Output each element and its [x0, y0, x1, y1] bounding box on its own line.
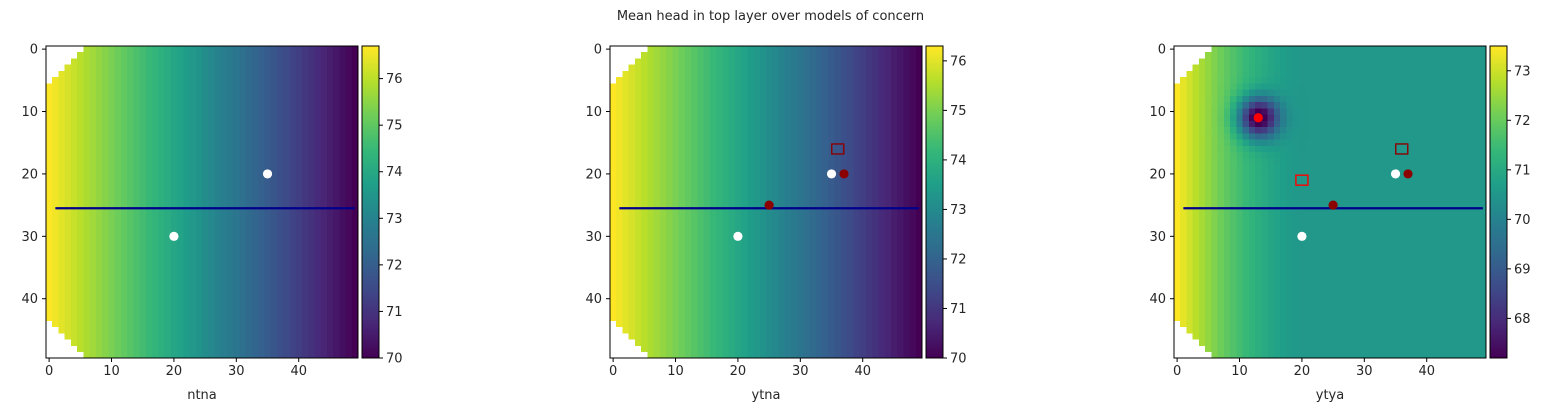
y-tick-label: 30	[585, 230, 602, 245]
point-marker	[1390, 169, 1401, 179]
x-tick-label: 40	[854, 364, 871, 379]
panel-2: 0 10 20 30 40 0 10 20 30 40 ytna 70 71 72 73 74 75 76	[585, 43, 966, 403]
x-tick-label: 30	[792, 364, 809, 379]
point-marker	[826, 169, 837, 179]
colorbar-frame	[925, 45, 944, 359]
point-marker	[839, 169, 849, 179]
heatmap-image	[610, 46, 923, 359]
colorbar	[362, 46, 379, 359]
y-tick-label: 0	[30, 43, 38, 58]
square-marker	[1295, 174, 1309, 186]
colorbar	[1490, 46, 1507, 359]
heatmap-image	[46, 46, 359, 359]
point-marker	[1403, 169, 1413, 179]
y-tick-label: 20	[1149, 167, 1166, 182]
colorbar-tick-label: 74	[386, 165, 403, 180]
y-tick-label: 30	[21, 230, 38, 245]
y-tick-label: 40	[585, 292, 602, 307]
point-marker	[1328, 200, 1338, 210]
colorbar-tick-label: 71	[950, 302, 967, 317]
y-tick-label: 0	[594, 43, 602, 58]
x-tick-label: 30	[1356, 364, 1373, 379]
y-tick-label: 20	[21, 167, 38, 182]
panel-1: 0 10 20 30 40 0 10 20 30 40 ntna 70 71 72 73 74 75 76	[21, 43, 402, 403]
x-tick-label: 10	[667, 364, 684, 379]
point-marker	[1253, 113, 1263, 123]
colorbar-tick-label: 72	[1514, 114, 1531, 129]
colorbar-tick-label: 73	[950, 203, 967, 218]
y-tick-label: 20	[585, 167, 602, 182]
heatmap-image	[1174, 46, 1487, 359]
point-marker	[1297, 231, 1307, 241]
colorbar-tick-label: 70	[1514, 213, 1531, 228]
axes-frame	[1173, 45, 1487, 359]
colorbar-tick-label: 74	[950, 153, 967, 168]
y-tick-label: 10	[585, 105, 602, 120]
colorbar-tick-label: 68	[1514, 312, 1531, 327]
x-tick-label: 30	[228, 364, 245, 379]
point-marker	[169, 231, 179, 241]
x-tick-label: 0	[45, 364, 53, 379]
x-axis-label: ytya	[1316, 388, 1344, 403]
x-tick-label: 0	[1173, 364, 1181, 379]
colorbar-tick-label: 71	[1514, 163, 1531, 178]
colorbar-frame	[361, 45, 380, 359]
point-marker	[764, 200, 774, 210]
colorbar-tick-label: 75	[950, 104, 967, 119]
x-tick-label: 40	[290, 364, 307, 379]
colorbar-tick-label: 76	[950, 54, 967, 69]
colorbar-tick-label: 76	[386, 72, 403, 87]
y-tick-label: 40	[1149, 292, 1166, 307]
y-tick-label: 0	[1158, 43, 1166, 58]
square-marker	[1395, 143, 1409, 155]
colorbar	[926, 46, 943, 359]
colorbar-tick-label: 70	[950, 352, 967, 367]
x-tick-label: 20	[166, 364, 183, 379]
y-tick-label: 10	[1149, 105, 1166, 120]
x-tick-label: 20	[730, 364, 747, 379]
colorbar-tick-label: 72	[386, 258, 403, 273]
square-marker	[831, 143, 845, 155]
colorbar-tick-label: 70	[386, 352, 403, 367]
point-marker	[262, 169, 273, 179]
x-tick-label: 40	[1418, 364, 1435, 379]
colorbar-tick-label: 73	[386, 212, 403, 227]
panel-3: 0 10 20 30 40 0 10 20 30 40 ytya 68 69 70 71 72 73	[1149, 43, 1530, 403]
colorbar-tick-label: 73	[1514, 64, 1531, 79]
axes-frame	[609, 45, 923, 359]
x-axis-label: ytna	[752, 388, 781, 403]
x-tick-label: 10	[1231, 364, 1248, 379]
x-axis-label: ntna	[187, 388, 217, 403]
colorbar-tick-label: 72	[950, 252, 967, 267]
point-marker	[733, 231, 743, 241]
figure-title: Mean head in top layer over models of co…	[616, 9, 925, 24]
colorbar-tick-label: 71	[386, 305, 403, 320]
colorbar-tick-label: 69	[1514, 262, 1531, 277]
colorbar-frame	[1489, 45, 1508, 359]
x-tick-label: 20	[1294, 364, 1311, 379]
axes-frame	[45, 45, 359, 359]
colorbar-tick-label: 75	[386, 119, 403, 134]
x-tick-label: 0	[609, 364, 617, 379]
y-tick-label: 40	[21, 292, 38, 307]
y-tick-label: 10	[21, 105, 38, 120]
x-tick-label: 10	[103, 364, 120, 379]
y-tick-label: 30	[1149, 230, 1166, 245]
